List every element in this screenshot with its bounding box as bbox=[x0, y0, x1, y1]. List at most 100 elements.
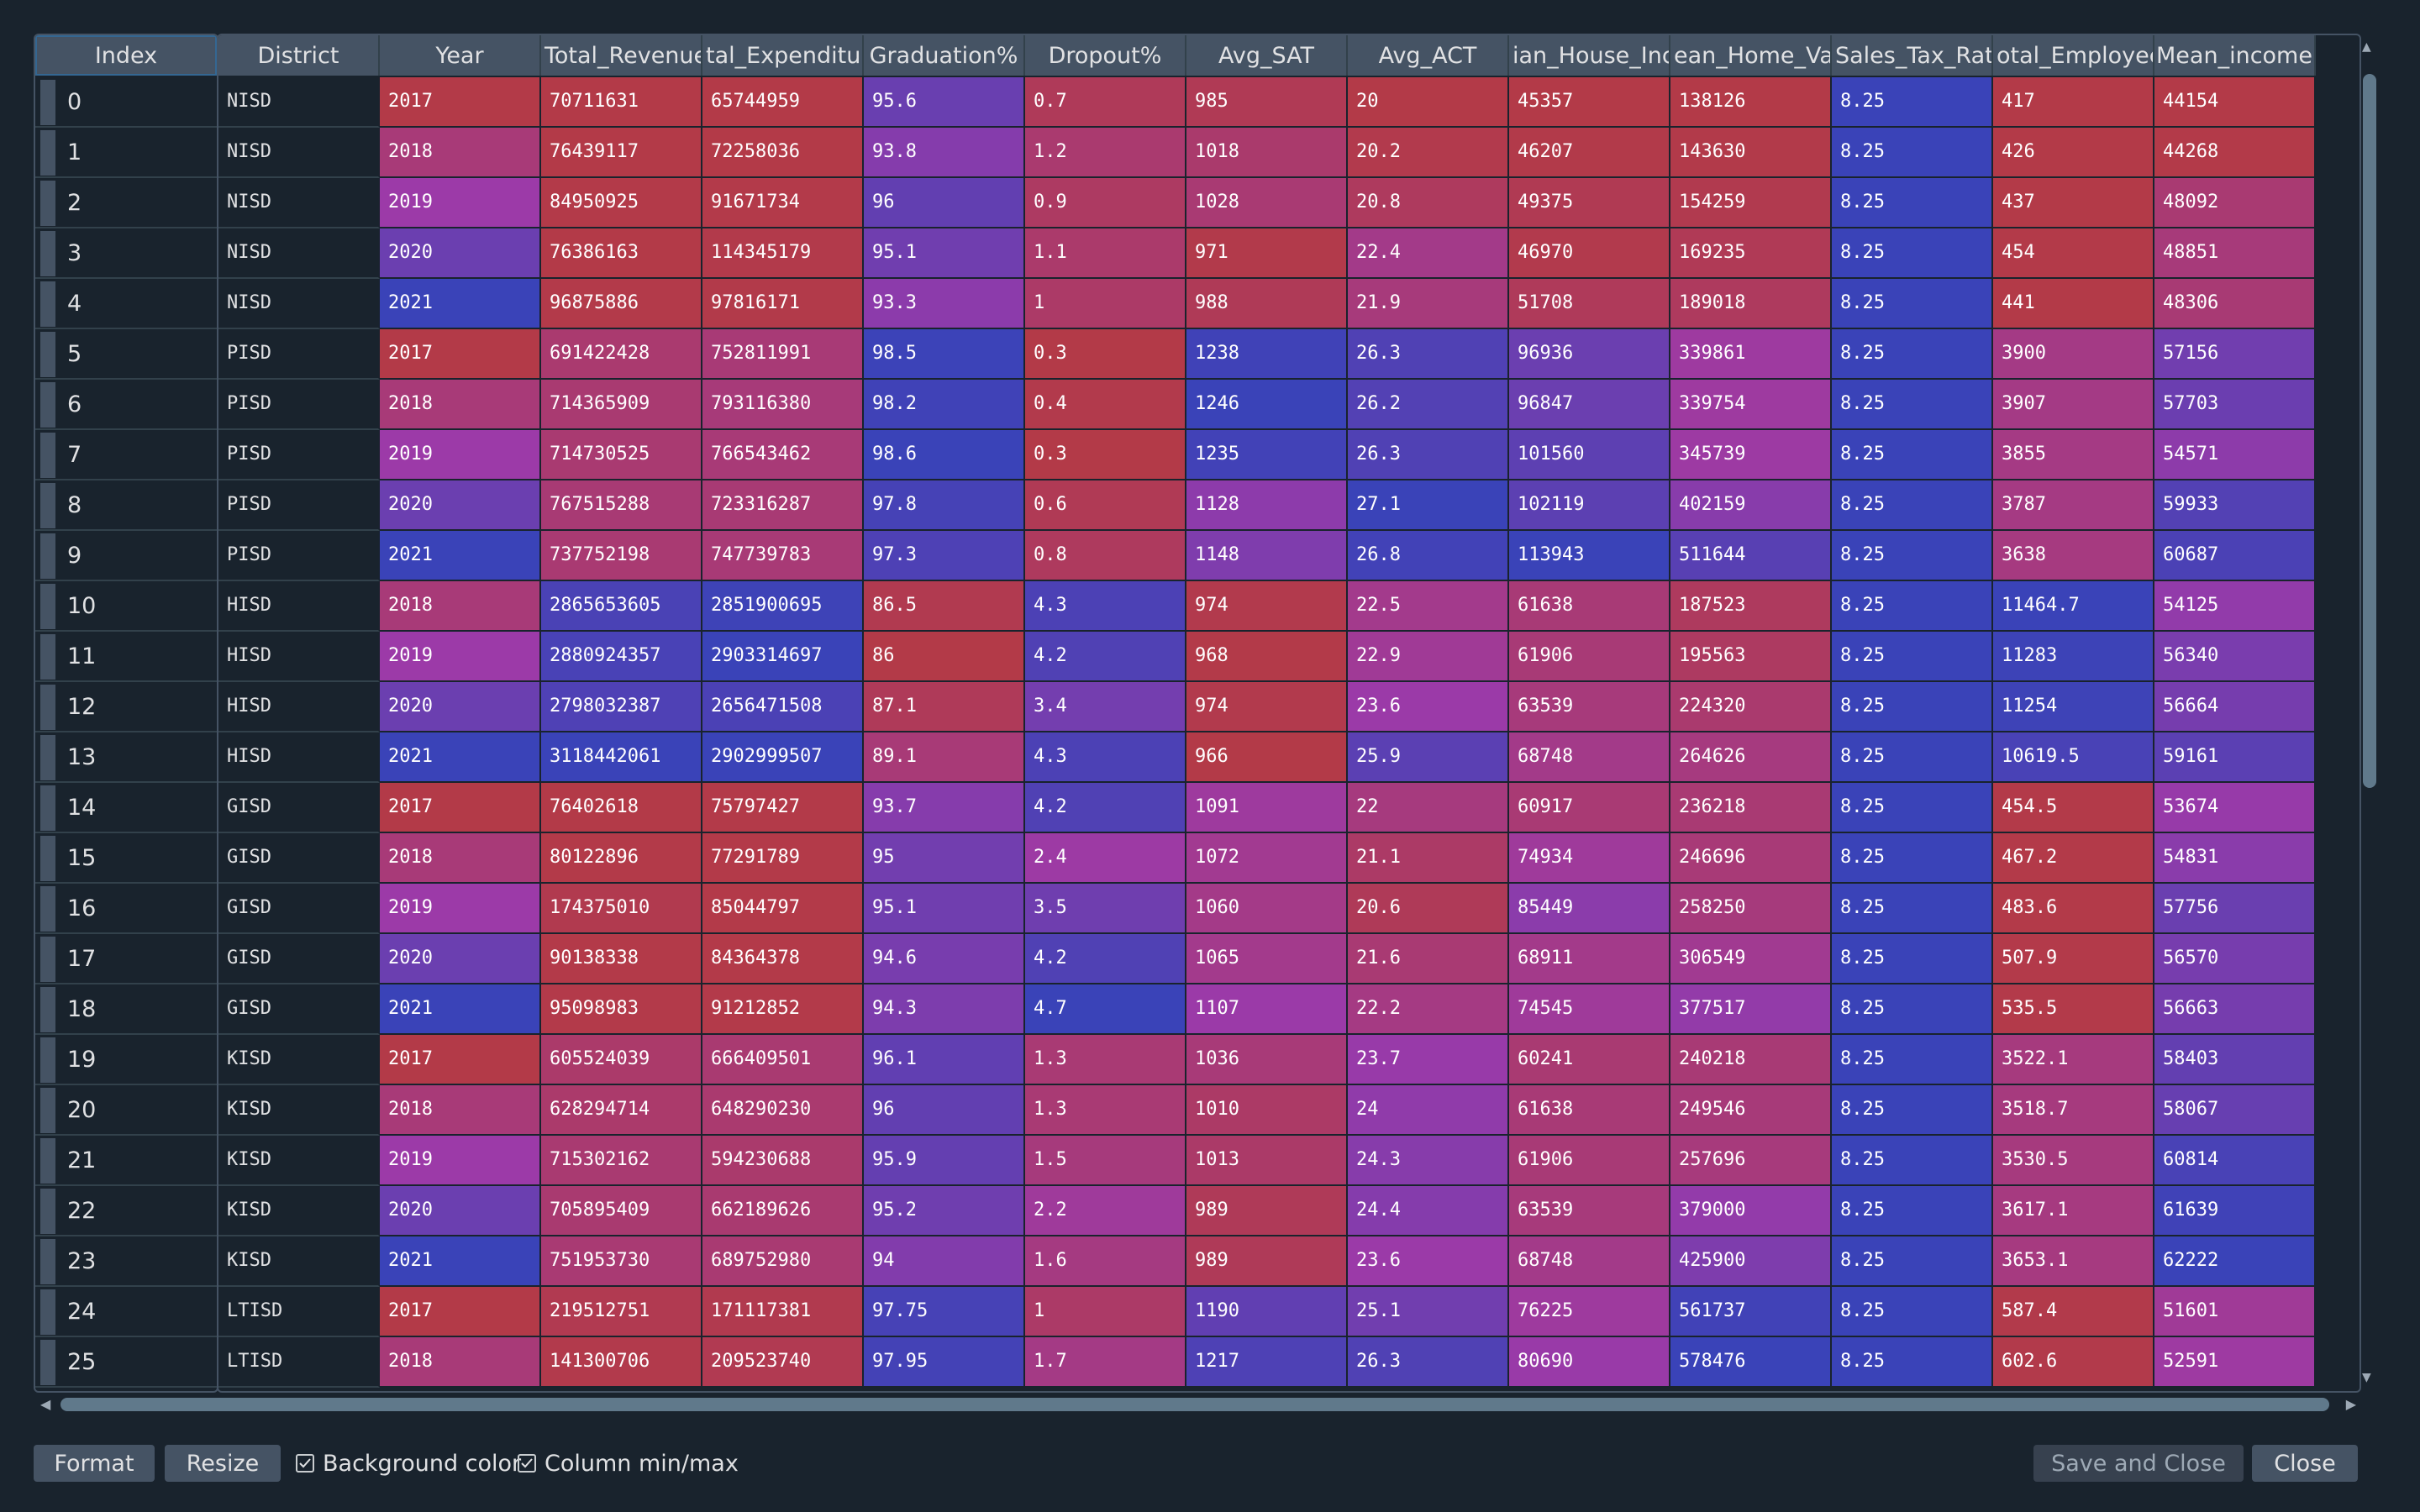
table-cell[interactable]: NISD bbox=[218, 77, 380, 128]
table-cell[interactable]: 75797427 bbox=[702, 783, 864, 833]
table-cell[interactable]: LTISD bbox=[218, 1337, 380, 1388]
column-header[interactable]: Year bbox=[380, 35, 541, 76]
table-cell[interactable]: 691422428 bbox=[541, 329, 702, 380]
table-cell[interactable]: 25.1 bbox=[1348, 1287, 1509, 1337]
table-cell[interactable]: 2798032387 bbox=[541, 682, 702, 732]
table-cell[interactable]: 138126 bbox=[1670, 77, 1832, 128]
background-color-checkbox[interactable]: Background color bbox=[296, 1446, 521, 1480]
table-cell[interactable]: 2903314697 bbox=[702, 632, 864, 682]
table-cell[interactable]: 258250 bbox=[1670, 884, 1832, 934]
table-cell[interactable]: 2018 bbox=[380, 833, 541, 884]
table-cell[interactable]: 22.4 bbox=[1348, 228, 1509, 279]
table-cell[interactable]: 4.2 bbox=[1025, 632, 1186, 682]
index-row[interactable]: 25 bbox=[35, 1337, 217, 1388]
table-cell[interactable]: 2021 bbox=[380, 732, 541, 783]
table-cell[interactable]: 98.5 bbox=[864, 329, 1025, 380]
table-cell[interactable]: 98.2 bbox=[864, 380, 1025, 430]
table-cell[interactable]: 95.1 bbox=[864, 884, 1025, 934]
table-cell[interactable]: 2021 bbox=[380, 984, 541, 1035]
table-cell[interactable]: 1.5 bbox=[1025, 1136, 1186, 1186]
table-cell[interactable]: 425900 bbox=[1670, 1236, 1832, 1287]
index-row[interactable]: 24 bbox=[35, 1287, 217, 1337]
checkbox-checked-icon[interactable] bbox=[296, 1454, 314, 1473]
table-cell[interactable]: GISD bbox=[218, 783, 380, 833]
index-row[interactable]: 1 bbox=[35, 128, 217, 178]
index-row[interactable]: 7 bbox=[35, 430, 217, 480]
table-cell[interactable]: 49375 bbox=[1509, 178, 1670, 228]
table-cell[interactable]: 0.8 bbox=[1025, 531, 1186, 581]
table-cell[interactable]: 426 bbox=[1993, 128, 2154, 178]
index-row[interactable]: 3 bbox=[35, 228, 217, 279]
table-cell[interactable]: 4.2 bbox=[1025, 934, 1186, 984]
table-cell[interactable]: 236218 bbox=[1670, 783, 1832, 833]
table-cell[interactable]: 1190 bbox=[1186, 1287, 1348, 1337]
table-cell[interactable]: 535.5 bbox=[1993, 984, 2154, 1035]
table-cell[interactable]: 45357 bbox=[1509, 77, 1670, 128]
table-cell[interactable]: 648290230 bbox=[702, 1085, 864, 1136]
table-cell[interactable]: 3.4 bbox=[1025, 682, 1186, 732]
table-cell[interactable]: HISD bbox=[218, 632, 380, 682]
table-cell[interactable]: 1235 bbox=[1186, 430, 1348, 480]
table-cell[interactable]: 97.95 bbox=[864, 1337, 1025, 1388]
table-cell[interactable]: 689752980 bbox=[702, 1236, 864, 1287]
table-cell[interactable]: 51601 bbox=[2154, 1287, 2316, 1337]
table-cell[interactable]: 714365909 bbox=[541, 380, 702, 430]
close-button[interactable]: Close bbox=[2252, 1445, 2358, 1482]
table-cell[interactable]: 93.3 bbox=[864, 279, 1025, 329]
column-header[interactable]: Avg_ACT bbox=[1348, 35, 1509, 76]
table-cell[interactable]: 0.9 bbox=[1025, 178, 1186, 228]
table-cell[interactable]: 174375010 bbox=[541, 884, 702, 934]
table-cell[interactable]: 240218 bbox=[1670, 1035, 1832, 1085]
table-cell[interactable]: 2017 bbox=[380, 77, 541, 128]
table-cell[interactable]: 2020 bbox=[380, 934, 541, 984]
table-cell[interactable]: KISD bbox=[218, 1236, 380, 1287]
table-cell[interactable]: 602.6 bbox=[1993, 1337, 2154, 1388]
table-cell[interactable]: 154259 bbox=[1670, 178, 1832, 228]
table-cell[interactable]: 8.25 bbox=[1832, 1186, 1993, 1236]
table-cell[interactable]: GISD bbox=[218, 833, 380, 884]
table-cell[interactable]: 68748 bbox=[1509, 1236, 1670, 1287]
table-cell[interactable]: 2017 bbox=[380, 1035, 541, 1085]
table-cell[interactable]: 766543462 bbox=[702, 430, 864, 480]
table-cell[interactable]: 8.25 bbox=[1832, 228, 1993, 279]
table-cell[interactable]: 54831 bbox=[2154, 833, 2316, 884]
table-cell[interactable]: GISD bbox=[218, 884, 380, 934]
table-cell[interactable]: 989 bbox=[1186, 1236, 1348, 1287]
table-cell[interactable]: 578476 bbox=[1670, 1337, 1832, 1388]
table-cell[interactable]: 60917 bbox=[1509, 783, 1670, 833]
table-cell[interactable]: 1 bbox=[1025, 1287, 1186, 1337]
table-cell[interactable]: 3118442061 bbox=[541, 732, 702, 783]
table-cell[interactable]: 8.25 bbox=[1832, 884, 1993, 934]
table-cell[interactable]: 974 bbox=[1186, 682, 1348, 732]
table-cell[interactable]: 219512751 bbox=[541, 1287, 702, 1337]
table-cell[interactable]: 25.9 bbox=[1348, 732, 1509, 783]
table-cell[interactable]: 441 bbox=[1993, 279, 2154, 329]
index-row[interactable]: 0 bbox=[35, 77, 217, 128]
table-cell[interactable]: 0.7 bbox=[1025, 77, 1186, 128]
table-cell[interactable]: 2018 bbox=[380, 128, 541, 178]
table-cell[interactable]: 1010 bbox=[1186, 1085, 1348, 1136]
table-cell[interactable]: 56664 bbox=[2154, 682, 2316, 732]
table-cell[interactable]: 189018 bbox=[1670, 279, 1832, 329]
table-cell[interactable]: 23.7 bbox=[1348, 1035, 1509, 1085]
table-cell[interactable]: 747739783 bbox=[702, 531, 864, 581]
table-cell[interactable]: 20.8 bbox=[1348, 178, 1509, 228]
table-cell[interactable]: 751953730 bbox=[541, 1236, 702, 1287]
index-row[interactable]: 20 bbox=[35, 1085, 217, 1136]
table-cell[interactable]: 209523740 bbox=[702, 1337, 864, 1388]
table-cell[interactable]: 61906 bbox=[1509, 632, 1670, 682]
table-cell[interactable]: 11464.7 bbox=[1993, 581, 2154, 632]
table-cell[interactable]: 84950925 bbox=[541, 178, 702, 228]
table-cell[interactable]: 2020 bbox=[380, 1186, 541, 1236]
table-cell[interactable]: 22.5 bbox=[1348, 581, 1509, 632]
table-cell[interactable]: 54571 bbox=[2154, 430, 2316, 480]
table-cell[interactable]: 3653.1 bbox=[1993, 1236, 2154, 1287]
table-cell[interactable]: 417 bbox=[1993, 77, 2154, 128]
table-cell[interactable]: 48306 bbox=[2154, 279, 2316, 329]
table-cell[interactable]: 8.25 bbox=[1832, 783, 1993, 833]
table-cell[interactable]: 20 bbox=[1348, 77, 1509, 128]
table-cell[interactable]: 8.25 bbox=[1832, 934, 1993, 984]
table-cell[interactable]: 454.5 bbox=[1993, 783, 2154, 833]
table-cell[interactable]: 1217 bbox=[1186, 1337, 1348, 1388]
table-cell[interactable]: 3617.1 bbox=[1993, 1186, 2154, 1236]
